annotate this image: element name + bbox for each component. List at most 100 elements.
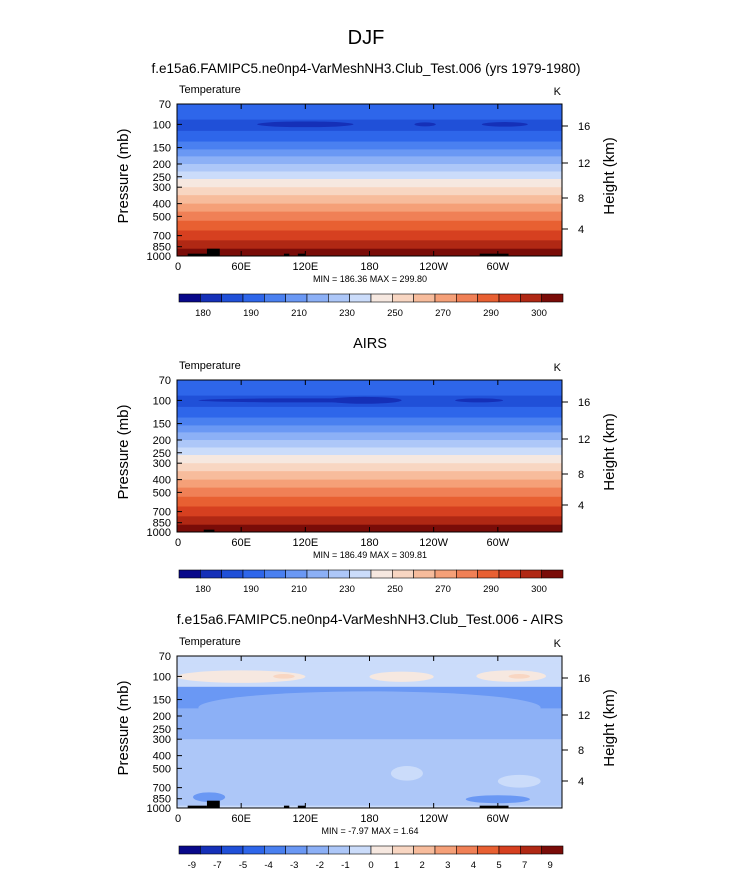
y-tick-label: 850 xyxy=(153,794,171,806)
topography xyxy=(187,805,207,808)
colorbar-cell xyxy=(285,293,308,303)
min-max-stats: MIN = -7.97 MAX = 1.64 xyxy=(321,826,418,836)
y-axis-title: Pressure (mb) xyxy=(115,404,132,499)
topography xyxy=(283,805,290,808)
topography xyxy=(479,253,509,256)
x-tick-label: 0 xyxy=(175,813,181,825)
colorbar-cell xyxy=(498,569,521,579)
colorbar-label: 270 xyxy=(435,584,451,595)
contour-band xyxy=(177,187,562,196)
contour-band xyxy=(177,739,562,789)
colorbar-cell xyxy=(434,569,457,579)
colorbar-cell xyxy=(541,845,564,855)
height-tick-label: 16 xyxy=(578,121,590,133)
height-tick-label: 12 xyxy=(578,434,590,446)
panel-1: Temperature K 0 60E 120E 180 120W 60W 70 100 150 20… xyxy=(115,84,618,319)
y-tick-label: 1000 xyxy=(147,527,171,539)
units-label: K xyxy=(554,86,562,98)
y-tick-label: 70 xyxy=(159,99,171,111)
y-tick-label: 400 xyxy=(153,475,171,487)
colorbar-cell xyxy=(477,293,500,303)
contour-band xyxy=(177,141,562,150)
y-tick-label: 700 xyxy=(153,507,171,519)
contour-band xyxy=(177,240,562,250)
colorbar-label: 250 xyxy=(387,584,403,595)
colorbar-cell xyxy=(392,845,414,855)
variable-label: Temperature xyxy=(179,636,241,648)
difference-blob xyxy=(273,674,295,679)
colorbar-cell xyxy=(434,845,457,855)
y-tick-label: 700 xyxy=(153,783,171,795)
contour-band xyxy=(177,104,562,121)
contour-band xyxy=(177,447,562,456)
colorbar-label: 300 xyxy=(531,308,547,319)
difference-blob xyxy=(465,795,530,804)
y-tick-label: 150 xyxy=(153,419,171,431)
contour-band xyxy=(177,463,562,472)
colorbar-label: 180 xyxy=(195,584,211,595)
colorbar-cell xyxy=(456,293,478,303)
cold-core xyxy=(326,396,402,404)
colorbar-label: -7 xyxy=(213,860,221,871)
colorbar-cell xyxy=(434,293,457,303)
colorbar-cell xyxy=(370,845,393,855)
height-tick-label: 8 xyxy=(578,745,584,757)
x-tick-label: 60E xyxy=(231,813,251,825)
min-max-stats: MIN = 186.49 MAX = 309.81 xyxy=(313,550,427,560)
difference-blob xyxy=(390,766,423,781)
colorbar-cell xyxy=(200,569,222,579)
contour-band xyxy=(177,130,562,143)
topography xyxy=(479,805,509,808)
colorbar-cell xyxy=(221,293,244,303)
colorbar-label: 210 xyxy=(291,584,307,595)
x-tick-label: 120E xyxy=(292,261,318,273)
y-axis-title: Pressure (mb) xyxy=(115,680,132,775)
contour-band xyxy=(177,230,562,241)
colorbar-cell xyxy=(264,569,286,579)
colorbar-label: -4 xyxy=(264,860,272,871)
units-label: K xyxy=(554,362,562,374)
contour-band xyxy=(177,479,562,489)
y-tick-label: 70 xyxy=(159,651,171,663)
panel-title: f.e15a6.FAMIPC5.ne0np4-VarMeshNH3.Club_T… xyxy=(177,611,564,627)
colorbar-label: 190 xyxy=(243,308,259,319)
x-tick-label: 0 xyxy=(175,261,181,273)
contour-band xyxy=(177,496,562,507)
difference-blob xyxy=(198,691,541,724)
height-tick-label: 16 xyxy=(578,673,590,685)
colorbar-label: 9 xyxy=(548,860,553,871)
topography xyxy=(297,805,306,808)
colorbar-cell xyxy=(242,845,265,855)
contour-band xyxy=(177,119,562,132)
colorbar-label: 290 xyxy=(483,584,499,595)
y-tick-label: 70 xyxy=(159,375,171,387)
height-tick-label: 4 xyxy=(578,224,584,236)
x-tick-label: 180 xyxy=(360,537,378,549)
colorbar-cell xyxy=(392,569,414,579)
contour-band xyxy=(177,440,562,448)
topography xyxy=(283,253,290,256)
cold-core xyxy=(455,398,504,403)
plot-area xyxy=(177,656,562,808)
topography xyxy=(206,248,220,256)
height-tick-label: 4 xyxy=(578,776,584,788)
contour-band xyxy=(177,164,562,172)
topography xyxy=(203,529,215,532)
colorbar-cell xyxy=(370,569,393,579)
x-tick-label: 60W xyxy=(487,537,510,549)
plot-area xyxy=(177,104,562,256)
contour-band xyxy=(177,471,562,481)
colorbar-cell xyxy=(498,845,521,855)
colorbar-label: -3 xyxy=(290,860,298,871)
colorbar-cell xyxy=(349,293,372,303)
colorbar-cell xyxy=(392,293,414,303)
y-tick-label: 150 xyxy=(153,143,171,155)
colorbar-cell xyxy=(328,845,350,855)
y-tick-label: 100 xyxy=(153,119,171,131)
y-tick-label: 500 xyxy=(153,763,171,775)
colorbar-label: 230 xyxy=(339,308,355,319)
colorbar-cell xyxy=(328,293,350,303)
colorbar-cell xyxy=(349,569,372,579)
y-tick-label: 250 xyxy=(153,172,171,184)
